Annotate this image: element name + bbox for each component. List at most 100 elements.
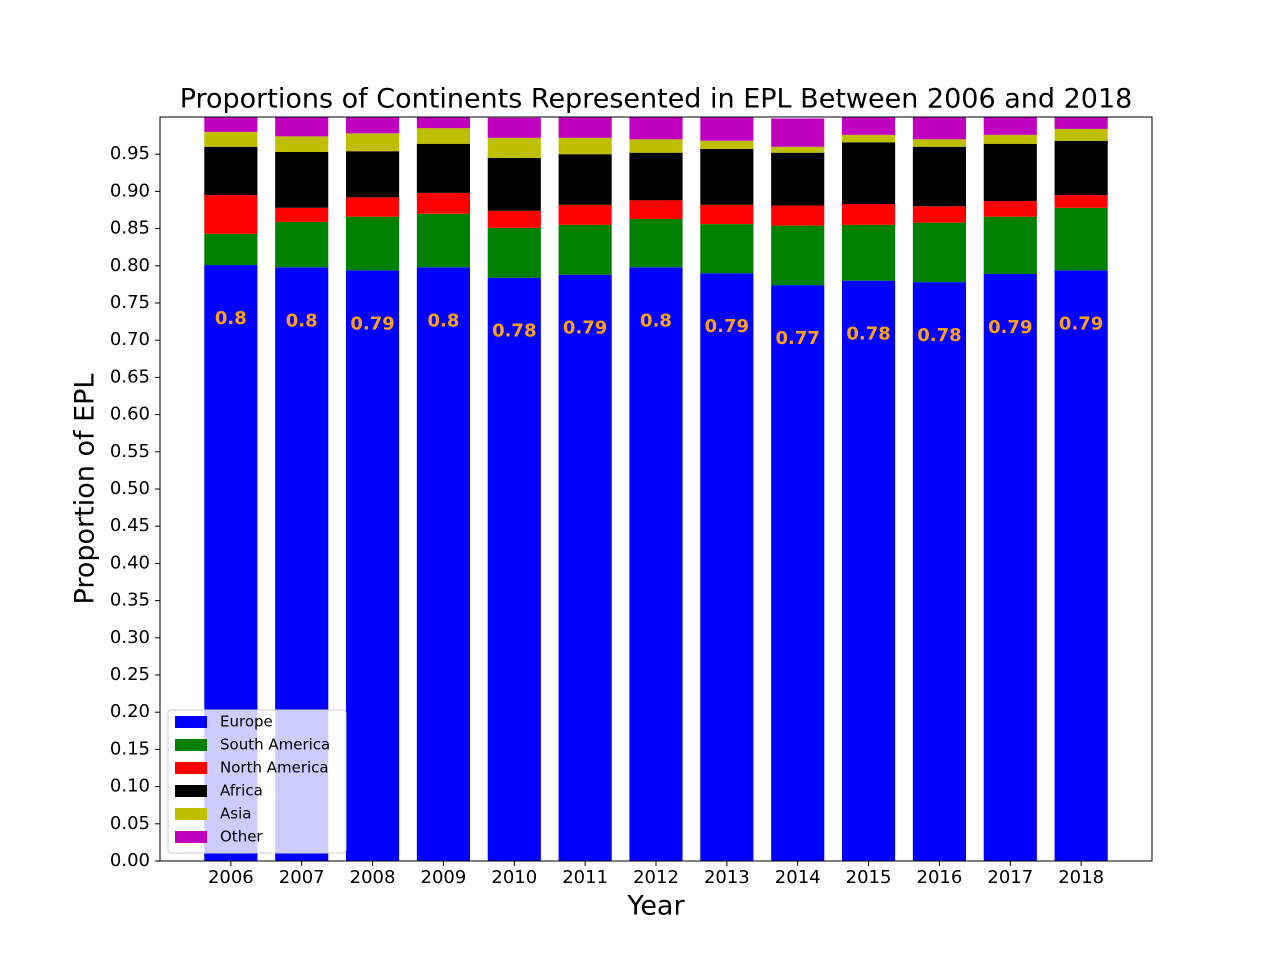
bar-segment	[558, 137, 612, 155]
y-tick-label: 0.60	[110, 404, 150, 425]
bar-segment	[1054, 117, 1108, 129]
legend-label: Asia	[220, 805, 251, 823]
bar-segment	[275, 207, 329, 222]
x-tick-label: 2016	[917, 867, 963, 888]
bar-segment	[275, 136, 329, 152]
value-label: 0.79	[705, 316, 749, 337]
y-axis-label: Proportion of EPL	[70, 374, 101, 605]
y-tick-label: 0.85	[110, 218, 150, 239]
legend-label: South America	[220, 736, 330, 754]
bar-segment	[487, 117, 541, 138]
x-tick-label: 2011	[562, 867, 608, 888]
bar-segment	[204, 146, 258, 196]
y-tick-label: 0.55	[110, 441, 150, 462]
value-label: 0.78	[917, 325, 961, 346]
legend-swatch	[175, 739, 207, 751]
legend-swatch	[175, 716, 207, 728]
bar-segment	[700, 224, 754, 274]
bar-segment	[842, 204, 896, 225]
bar-segment	[700, 140, 754, 149]
bar-segment	[983, 117, 1037, 135]
bar-segment	[912, 222, 966, 283]
x-tick-label: 2007	[279, 867, 325, 888]
y-tick-label: 0.00	[110, 850, 150, 871]
bar-segment	[204, 117, 258, 132]
bar-segment	[771, 285, 825, 861]
y-tick-label: 0.15	[110, 738, 150, 759]
bar-segment	[983, 216, 1037, 274]
x-tick-label: 2006	[208, 867, 254, 888]
legend-label: Other	[220, 828, 263, 846]
bar-segment	[629, 200, 683, 219]
bar-segment	[842, 142, 896, 205]
bar-segment	[842, 224, 896, 281]
bar-segment	[558, 274, 612, 861]
legend-box	[167, 709, 347, 854]
legend-label: Africa	[220, 782, 263, 800]
value-label: 0.8	[427, 310, 459, 331]
bar-segment	[1054, 128, 1108, 141]
y-tick-label: 0.10	[110, 776, 150, 797]
y-tick-label: 0.05	[110, 813, 150, 834]
bar-segment	[983, 273, 1037, 861]
bar-segment	[487, 137, 541, 158]
bar-segment	[204, 195, 258, 234]
bar-segment	[346, 133, 400, 152]
y-tick-label: 0.50	[110, 478, 150, 499]
x-tick-label: 2009	[421, 867, 467, 888]
y-tick-label: 0.45	[110, 515, 150, 536]
bar-segment	[629, 139, 683, 153]
value-label: 0.79	[563, 318, 607, 339]
legend-label: Europe	[220, 713, 273, 731]
bar-segment	[346, 197, 400, 217]
y-tick-label: 0.30	[110, 627, 150, 648]
value-label: 0.8	[640, 310, 672, 331]
bar-segment	[912, 146, 966, 207]
bar-segment	[771, 146, 825, 153]
bar-segment	[487, 210, 541, 228]
y-tick-label: 0.65	[110, 366, 150, 387]
legend-label: North America	[220, 759, 329, 777]
bar-segment	[983, 143, 1037, 202]
bar-segment	[275, 151, 329, 208]
bar-segment	[346, 270, 400, 861]
bar-segment	[1054, 207, 1108, 271]
bar-segment	[629, 267, 683, 862]
bar-segment	[487, 227, 541, 278]
bar-segment	[912, 206, 966, 223]
value-label: 0.78	[492, 321, 536, 342]
value-label: 0.78	[846, 324, 890, 345]
y-tick-label: 0.95	[110, 143, 150, 164]
value-label: 0.8	[286, 310, 318, 331]
bar-segment	[275, 117, 329, 137]
bar-segment	[771, 152, 825, 206]
bar-segment	[204, 233, 258, 266]
y-tick-label: 0.75	[110, 292, 150, 313]
value-label: 0.79	[350, 313, 394, 334]
bar-segment	[487, 157, 541, 211]
bar-segment	[275, 221, 329, 268]
bar-segment	[629, 152, 683, 201]
value-label: 0.79	[1059, 313, 1103, 334]
x-tick-label: 2013	[704, 867, 750, 888]
bar-segment	[629, 218, 683, 268]
x-tick-label: 2017	[987, 867, 1033, 888]
bar-segment	[842, 117, 896, 135]
bar-segment	[771, 225, 825, 286]
legend: Europe South America North America Africa As…	[167, 709, 347, 854]
bar-segment	[416, 267, 470, 862]
value-label: 0.8	[215, 308, 247, 329]
bar-segment	[416, 117, 470, 129]
bar-segment	[1054, 270, 1108, 861]
x-tick-label: 2018	[1058, 867, 1104, 888]
bar-segment	[558, 204, 612, 225]
bar-segment	[771, 205, 825, 226]
y-tick-label: 0.25	[110, 664, 150, 685]
chart-title: Proportions of Continents Represented in…	[180, 84, 1133, 115]
bar-segment	[416, 192, 470, 214]
y-tick-label: 0.70	[110, 329, 150, 350]
bar-segment	[700, 204, 754, 225]
bar-segment	[983, 201, 1037, 217]
bar-segment	[700, 148, 754, 205]
x-axis-label: Year	[626, 891, 685, 922]
